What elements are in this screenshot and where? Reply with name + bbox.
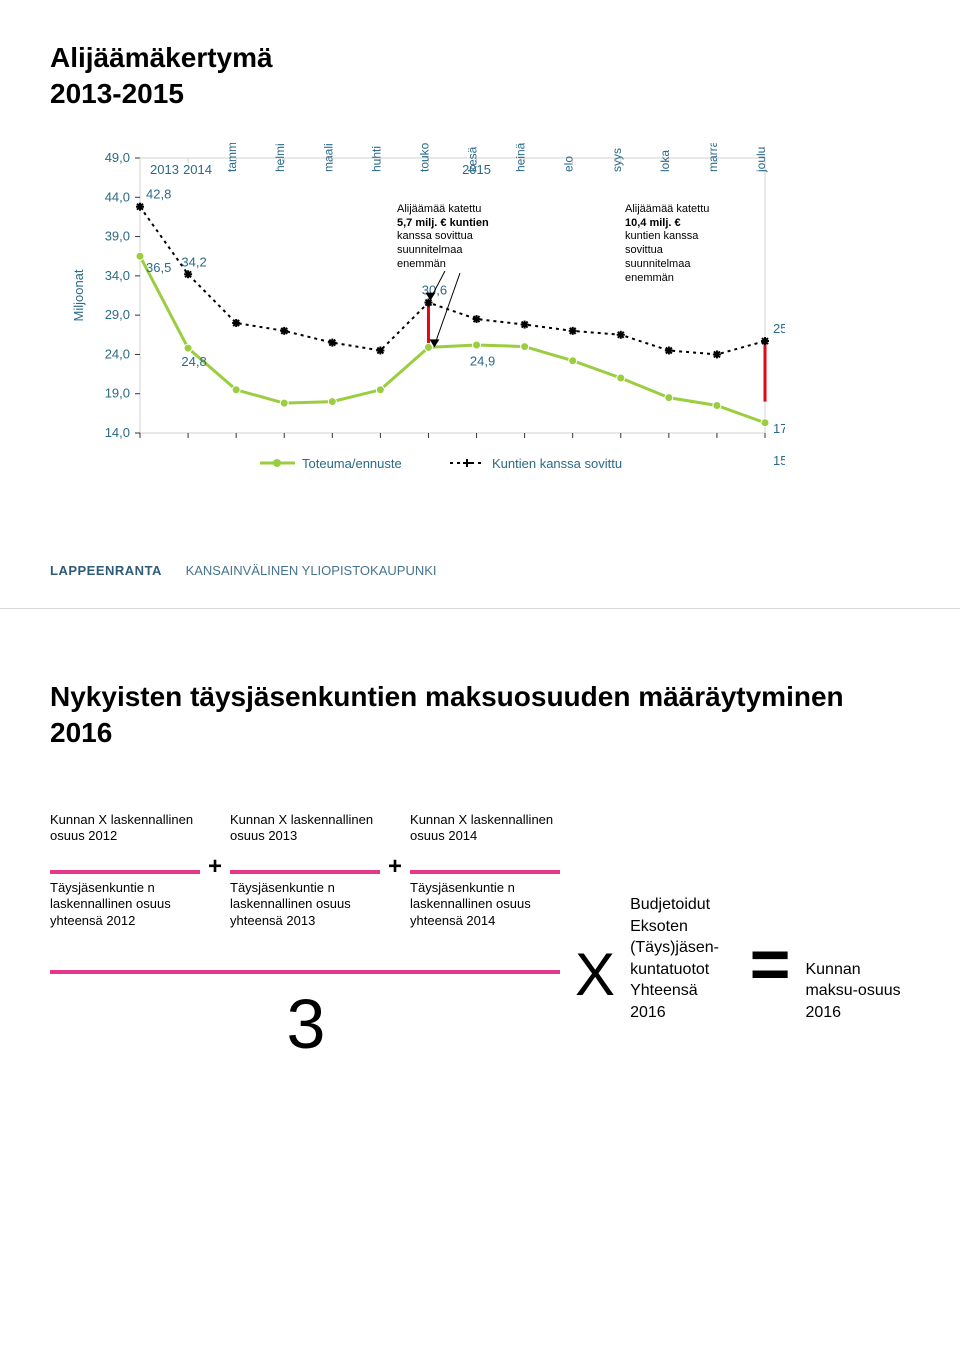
- result-block: Kunnan maksu-osuus 2016: [805, 959, 910, 1024]
- formula: Kunnan X laskennallinen osuus 2012 Täysj…: [50, 812, 910, 1064]
- chart-svg: 49,0 44,0 39,0 34,0 29,0 24,0 19,0 14,0 Miljoona…: [65, 143, 785, 503]
- svg-text:Miljoonat: Miljoonat: [71, 269, 86, 321]
- svg-text:24,0: 24,0: [105, 346, 130, 361]
- svg-text:tammi: tammi: [225, 143, 239, 172]
- big-pink-divider: [50, 970, 560, 974]
- fraction-block: Kunnan X laskennallinen osuus 2014 Täysj…: [410, 812, 560, 950]
- plus-icon: +: [388, 853, 402, 881]
- annotation-left: Alijäämää katettu 5,7 milj. € kuntien ka…: [397, 203, 517, 272]
- plus-icon: +: [208, 853, 222, 881]
- page-title-2: Nykyisten täysjäsenkuntien maksuosuuden …: [50, 679, 910, 752]
- svg-text:joulu: joulu: [754, 146, 768, 172]
- svg-text:49,0: 49,0: [105, 150, 130, 165]
- svg-text:34,2: 34,2: [181, 254, 206, 269]
- svg-text:34,0: 34,0: [105, 268, 130, 283]
- slide-1: Alijäämäkertymä 2013-2015 49,0 44,0 39,0 34…: [0, 0, 960, 608]
- svg-text:marras: marras: [706, 143, 720, 172]
- numerator: Kunnan X laskennallinen osuus 2012 Täysj…: [50, 812, 560, 950]
- svg-text:24,9: 24,9: [470, 353, 495, 368]
- tagline: KANSAINVÄLINEN YLIOPISTOKAUPUNKI: [186, 563, 437, 578]
- svg-text:39,0: 39,0: [105, 228, 130, 243]
- svg-text:heinä: heinä: [514, 143, 528, 172]
- svg-text:syys: syys: [610, 148, 624, 172]
- svg-text:2014: 2014: [183, 162, 212, 177]
- line-chart: 49,0 44,0 39,0 34,0 29,0 24,0 19,0 14,0 Miljoona…: [65, 143, 785, 533]
- footer: LAPPEENRANTA KANSAINVÄLINEN YLIOPISTOKAU…: [50, 563, 910, 578]
- annotation-right: Alijäämää katettu 10,4 milj. € kuntien k…: [625, 203, 745, 286]
- svg-text:Kuntien kanssa sovittu: Kuntien kanssa sovittu: [492, 456, 622, 471]
- svg-text:loka: loka: [658, 149, 672, 171]
- page-title: Alijäämäkertymä 2013-2015: [50, 40, 910, 113]
- svg-text:24,8: 24,8: [181, 354, 206, 369]
- svg-text:25,7: 25,7: [773, 321, 785, 336]
- svg-text:42,8: 42,8: [146, 186, 171, 201]
- svg-text:maalis: maalis: [321, 143, 335, 172]
- svg-text:14,0: 14,0: [105, 425, 130, 440]
- svg-text:36,5: 36,5: [146, 260, 171, 275]
- svg-text:huhti: huhti: [369, 146, 383, 172]
- svg-text:29,0: 29,0: [105, 307, 130, 322]
- svg-text:2013: 2013: [150, 162, 179, 177]
- brand: LAPPEENRANTA: [50, 563, 162, 578]
- multiplier-block: Budjetoidut Eksoten (Täys)jäsen-kuntatuo…: [630, 894, 735, 1024]
- svg-text:19,0: 19,0: [105, 385, 130, 400]
- svg-text:elo: elo: [562, 155, 576, 171]
- svg-text:kesä: kesä: [466, 146, 480, 172]
- equals-operator: =: [750, 924, 791, 1004]
- svg-text:touko: touko: [417, 143, 431, 172]
- svg-text:helmi: helmi: [273, 143, 287, 172]
- pink-divider: [410, 870, 560, 874]
- multiply-operator: X: [575, 940, 615, 1009]
- fraction-block: Kunnan X laskennallinen osuus 2013 Täysj…: [230, 812, 380, 950]
- pink-divider: [50, 870, 200, 874]
- svg-text:Toteuma/ennuste: Toteuma/ennuste: [302, 456, 402, 471]
- slide-2: Nykyisten täysjäsenkuntien maksuosuuden …: [0, 609, 960, 1094]
- pink-divider: [230, 870, 380, 874]
- fraction-block: Kunnan X laskennallinen osuus 2012 Täysj…: [50, 812, 200, 950]
- fraction: Kunnan X laskennallinen osuus 2012 Täysj…: [50, 812, 560, 1064]
- denominator: 3: [287, 984, 324, 1064]
- svg-text:44,0: 44,0: [105, 189, 130, 204]
- svg-text:15,3: 15,3: [773, 453, 785, 468]
- svg-text:17,3: 17,3: [773, 421, 785, 436]
